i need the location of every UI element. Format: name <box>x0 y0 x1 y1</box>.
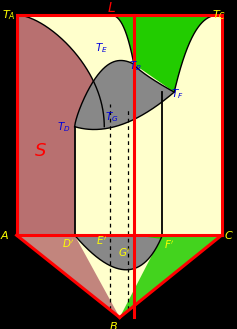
Polygon shape <box>17 235 120 317</box>
Polygon shape <box>132 235 162 239</box>
Text: $T_G$: $T_G$ <box>105 110 119 124</box>
Text: $T_F$: $T_F$ <box>171 87 183 101</box>
Polygon shape <box>120 235 222 317</box>
Text: $C$: $C$ <box>224 229 234 241</box>
Text: $A$: $A$ <box>0 229 9 241</box>
Text: $S$: $S$ <box>34 142 47 160</box>
Text: $T_C$: $T_C$ <box>212 8 226 22</box>
Text: $F'$: $F'$ <box>164 239 174 251</box>
Text: $E'$: $E'$ <box>96 235 107 247</box>
Text: $B$: $B$ <box>109 320 118 329</box>
Text: $T_D$: $T_D$ <box>57 120 70 134</box>
Polygon shape <box>17 15 222 235</box>
Text: $T_A$: $T_A$ <box>2 8 16 22</box>
Text: $G'$: $G'$ <box>118 246 131 259</box>
Polygon shape <box>17 15 104 235</box>
Polygon shape <box>75 235 162 270</box>
Text: $D'$: $D'$ <box>62 238 74 250</box>
Text: $L$: $L$ <box>107 1 116 15</box>
Text: $T_B$: $T_B$ <box>129 59 142 73</box>
Polygon shape <box>75 61 174 130</box>
Text: $T_E$: $T_E$ <box>95 41 108 55</box>
Polygon shape <box>17 235 222 317</box>
Polygon shape <box>109 15 222 92</box>
